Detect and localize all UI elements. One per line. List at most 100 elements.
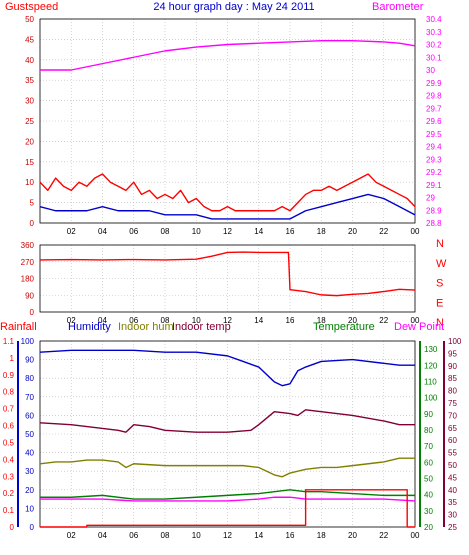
y-tick-baro-29.1: 29.1 [426,181,442,190]
x-tick-1-22: 22 [379,316,388,325]
y-tick-dew-35: 35 [448,498,457,507]
y-tick-dir-360: 360 [21,241,35,250]
y-tick-baro-30: 30 [426,66,435,75]
y-tick-rain-0.7: 0.7 [3,405,15,414]
y-tick-baro-29.6: 29.6 [426,117,442,126]
y-tick-baro-29.4: 29.4 [426,143,442,152]
y-tick-rain-0.2: 0.2 [3,489,15,498]
y-tick-hum-70: 70 [25,393,34,402]
y-tick-gust-45: 45 [25,35,34,44]
y-tick-rain-1.1: 1.1 [3,337,15,346]
y-tick-temp-120: 120 [424,361,438,370]
y-tick-dew-50: 50 [448,461,457,470]
y-tick-gust-0: 0 [30,219,35,228]
axes [17,18,445,528]
legend-indoor-hum: Indoor hum [118,321,174,333]
y-tick-baro-30.3: 30.3 [426,28,442,37]
x-tick-2-08: 08 [161,531,170,540]
y-tick-dew-60: 60 [448,436,457,445]
y-tick-baro-28.8: 28.8 [426,219,442,228]
x-tick-1-10: 10 [192,316,201,325]
y-tick-hum-0: 0 [30,523,35,532]
x-tick-2-14: 14 [254,531,263,540]
series-indoor-hum [39,457,415,478]
y-tick-baro-29.9: 29.9 [426,79,442,88]
x-tick-1-06: 06 [129,316,138,325]
y-tick-temp-80: 80 [424,426,433,435]
x-tick-0-14: 14 [254,227,263,236]
y-tick-rain-0.8: 0.8 [3,388,15,397]
x-tick-2-12: 12 [223,531,232,540]
x-tick-1-14: 14 [254,316,263,325]
y-tick-gust-15: 15 [25,158,34,167]
y-tick-dew-85: 85 [448,374,457,383]
x-tick-2-22: 22 [379,531,388,540]
series-direction [39,251,416,297]
series-indoor-temp [39,409,415,433]
series-gustspeed [39,173,416,212]
x-tick-1-12: 12 [223,316,232,325]
plot-frame-1 [39,244,416,313]
y-tick-gust-35: 35 [25,76,34,85]
gustspeed-label: Gustspeed [5,1,58,13]
legend-humidity: Humidity [68,321,111,333]
y-tick-gust-40: 40 [25,56,34,65]
y-tick-dew-30: 30 [448,511,457,520]
y-tick-dew-65: 65 [448,424,457,433]
series-temperature [40,489,415,500]
y-tick-dew-55: 55 [448,449,457,458]
x-tick-0-10: 10 [192,227,201,236]
barometer-label: Barometer [372,1,424,13]
y-tick-hum-90: 90 [25,356,34,365]
x-tick-2-02: 02 [67,531,76,540]
x-tick-2-10: 10 [192,531,201,540]
compass-label-1: W [436,258,447,270]
y-tick-temp-100: 100 [424,394,438,403]
plot-frame-2 [39,340,416,528]
y-tick-baro-28.9: 28.9 [426,206,442,215]
y-tick-dew-40: 40 [448,486,457,495]
x-tick-0-18: 18 [317,227,326,236]
series-lines [39,39,416,528]
series-dew-point [40,496,416,502]
y-tick-temp-70: 70 [424,442,433,451]
y-tick-gust-30: 30 [25,97,34,106]
x-tick-1-20: 20 [348,316,357,325]
y-tick-dir-180: 180 [21,275,35,284]
x-tick-0-02: 02 [67,227,76,236]
y-tick-hum-100: 100 [21,337,35,346]
y-tick-baro-29.3: 29.3 [426,155,442,164]
y-tick-baro-29: 29 [426,194,435,203]
y-tick-gust-5: 5 [30,199,35,208]
legend-rainfall: Rainfall [0,321,37,333]
x-tick-1-08: 08 [161,316,170,325]
y-tick-baro-30.2: 30.2 [426,41,442,50]
x-tick-2-16: 16 [286,531,295,540]
y-tick-dew-80: 80 [448,387,457,396]
y-tick-temp-90: 90 [424,410,433,419]
y-tick-dew-45: 45 [448,473,457,482]
compass-label-3: E [436,297,443,309]
series-barometer [40,39,416,71]
plot-frame-0 [39,18,416,224]
y-tick-temp-130: 130 [424,345,438,354]
y-tick-hum-30: 30 [25,467,34,476]
x-tick-0-16: 16 [286,227,295,236]
x-tick-2-04: 04 [98,531,107,540]
y-tick-dew-90: 90 [448,362,457,371]
y-tick-rain-0.9: 0.9 [3,371,15,380]
y-tick-baro-29.2: 29.2 [426,168,442,177]
y-tick-gust-25: 25 [25,117,34,126]
chart-title: 24 hour graph day : May 24 2011 [153,1,314,13]
y-tick-rain-0.3: 0.3 [3,472,15,481]
y-tick-temp-40: 40 [424,491,433,500]
y-tick-hum-10: 10 [25,504,34,513]
y-tick-temp-60: 60 [424,458,433,467]
x-tick-1-02: 02 [67,316,76,325]
legend-dew-point: Dew Point [394,321,444,333]
y-tick-hum-20: 20 [25,486,34,495]
y-tick-rain-0.4: 0.4 [3,455,15,464]
y-tick-temp-50: 50 [424,474,433,483]
legend-temperature: Temperature [313,321,375,333]
